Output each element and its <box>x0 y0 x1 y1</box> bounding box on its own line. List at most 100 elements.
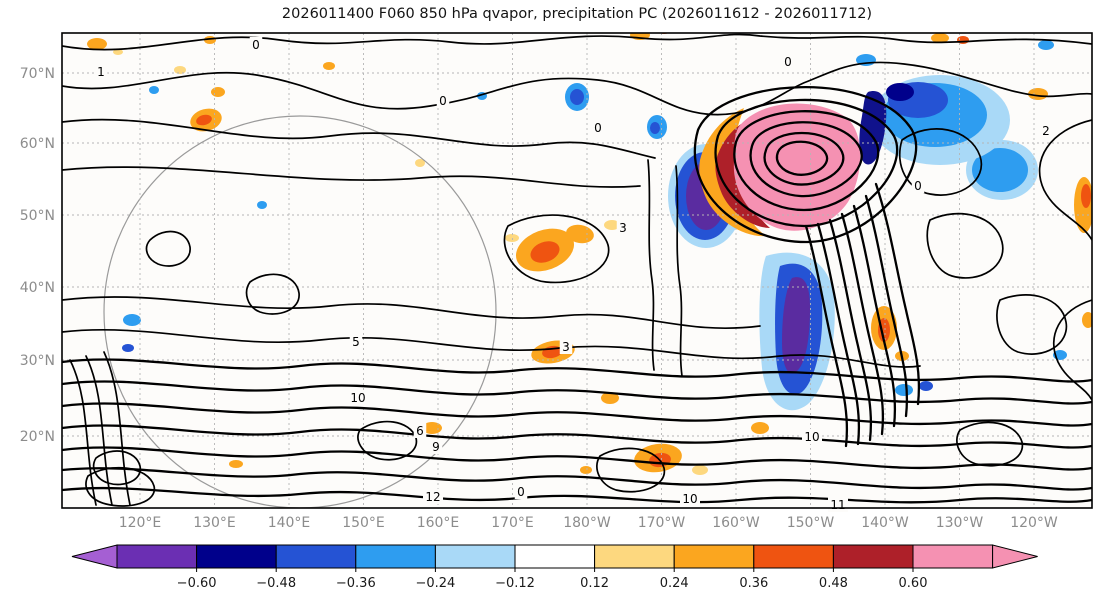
contour-line <box>62 61 1092 116</box>
contour-line <box>62 380 1092 405</box>
colorbar-tick-label: −0.48 <box>256 576 296 591</box>
navy-sliver-anomaly <box>859 91 887 165</box>
colorbar-tick-label: 0.24 <box>660 576 689 591</box>
contour-layer <box>62 33 1092 507</box>
y-tick-label: 30°N <box>20 353 55 369</box>
anomaly-patch-navy <box>886 83 914 101</box>
anomaly-patch-yellow <box>692 465 708 475</box>
axis-label-layer: 70°N 60°N 50°N 40°N 30°N 20°N 120°E 130°E 140°E 1… <box>20 66 1058 531</box>
y-tick-label: 50°N <box>20 208 55 224</box>
contour-line <box>62 118 656 159</box>
contour-line <box>62 33 1092 51</box>
contour-line <box>693 86 918 244</box>
contour-line <box>775 140 829 176</box>
contour-label-box <box>559 339 573 354</box>
anomaly-patch-yellow <box>604 220 620 230</box>
contour-line <box>996 294 1068 355</box>
x-tick-label: 120°W <box>1010 515 1058 531</box>
anomaly-patch-blue <box>122 344 134 352</box>
contour-label-box <box>429 439 443 454</box>
colorbar-left-arrow <box>71 544 118 569</box>
contour-line <box>245 273 300 315</box>
colorbar-segment <box>275 544 357 569</box>
colorbar-tick-label: −0.36 <box>336 576 376 591</box>
plot-frame <box>61 32 1093 509</box>
contour-line <box>874 182 921 406</box>
contour-line <box>62 166 641 188</box>
colorbar-segment <box>355 544 436 569</box>
anomaly-patch-orange <box>323 62 335 70</box>
contour-line <box>62 424 1092 449</box>
contour-label: 0 <box>914 179 922 193</box>
colorbar-segment <box>832 544 914 569</box>
contour-line <box>714 98 899 228</box>
colorbar-segment <box>912 544 994 569</box>
contour-label: 0 <box>594 121 602 135</box>
contour-label: 9 <box>432 440 440 454</box>
contour-line <box>62 467 1092 491</box>
contour-line <box>62 486 1092 504</box>
colorbar-segment <box>434 544 516 569</box>
anomaly-patch-yellow <box>505 234 519 242</box>
contour-line <box>69 359 97 506</box>
anomaly-patch-yellow <box>174 66 186 74</box>
x-tick-label: 170°W <box>638 515 686 531</box>
contour-label: 12 <box>425 490 440 504</box>
anomaly-patch-blue <box>919 381 933 391</box>
colorbar: −0.60 −0.48 −0.36 −0.24 −0.12 0.12 0.24 0.36 0.4… <box>71 544 1038 591</box>
contour-line <box>956 421 1024 467</box>
y-tick-label: 70°N <box>20 66 55 82</box>
graticule-layer <box>62 33 1092 508</box>
contour-line <box>62 446 1092 471</box>
y-tick-label: 60°N <box>20 136 55 152</box>
contour-label-box <box>616 220 630 235</box>
contour-label: 0 <box>784 55 792 69</box>
x-tick-label: 150°E <box>342 515 385 531</box>
anomaly-patch-yellow <box>415 159 425 167</box>
anomaly-patch-yellow <box>113 49 123 55</box>
contour-label: 3 <box>619 221 627 235</box>
contour-label-box <box>348 390 368 405</box>
anomaly-patch-orange <box>87 38 107 50</box>
contour-label: 3 <box>562 340 570 354</box>
gray-range-circle <box>103 115 497 508</box>
anomaly-patch-sky <box>257 201 267 209</box>
contour-line <box>62 296 761 329</box>
x-tick-label: 160°E <box>417 515 460 531</box>
anomaly-patch-orange <box>422 422 442 434</box>
contour-label-box <box>781 54 795 69</box>
x-tick-label: 160°W <box>712 515 760 531</box>
colorbar-segment <box>116 544 198 569</box>
contour-line <box>852 204 897 428</box>
x-tick-label: 180°W <box>563 515 611 531</box>
anomaly-patch-sky <box>149 86 159 94</box>
contour-line <box>62 328 921 368</box>
anomaly-patch-orange <box>229 460 243 468</box>
contour-line <box>103 351 131 506</box>
contour-label: 5 <box>352 335 360 349</box>
contour-label: 0 <box>517 485 525 499</box>
x-tick-label: 130°W <box>936 515 984 531</box>
colorbar-tick-label: −0.12 <box>495 576 535 591</box>
colorbar-segment <box>753 544 834 569</box>
anomaly-patch-red <box>957 36 969 44</box>
anomaly-patch-orange <box>931 33 949 43</box>
colorbar-tick-label: 0.48 <box>819 576 848 591</box>
colorbar-tick-label: −0.24 <box>415 576 455 591</box>
x-tick-label: 130°E <box>193 515 236 531</box>
contour-label-box <box>94 64 108 79</box>
anomaly-patch-orange <box>692 24 708 32</box>
colorbar-tick-label: −0.60 <box>177 576 217 591</box>
contour-label: 0 <box>252 38 260 52</box>
contour-label: 10 <box>682 492 697 506</box>
contour-label-box <box>249 37 263 52</box>
contour-line <box>357 420 418 461</box>
contour-label: 1 <box>97 65 105 79</box>
anomaly-patch-orange <box>580 466 592 474</box>
contour-line <box>675 165 683 377</box>
anomaly-patch-sky <box>123 314 141 326</box>
contour-label-box <box>436 93 450 108</box>
x-tick-label: 140°W <box>861 515 909 531</box>
contour-line <box>85 355 113 506</box>
